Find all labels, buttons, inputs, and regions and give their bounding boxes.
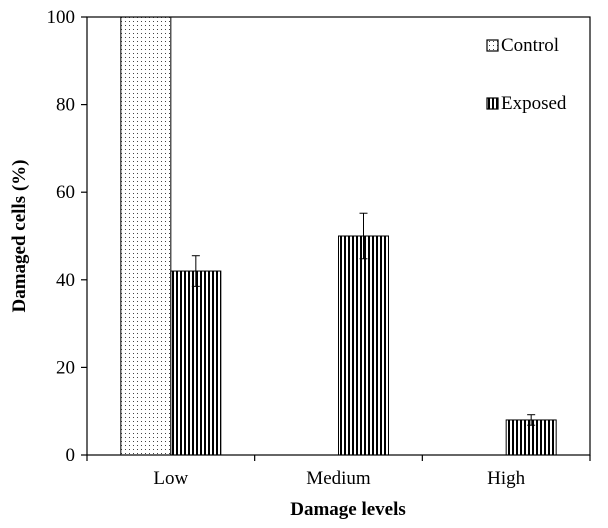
legend: Control Exposed xyxy=(486,35,567,114)
error-bar-exposed-high xyxy=(527,414,536,426)
y-axis-title: Damaged cells (%) xyxy=(9,159,30,312)
y-tick-label: 100 xyxy=(47,7,76,28)
y-tick-label: 80 xyxy=(56,95,75,116)
y-tick-label: 0 xyxy=(66,445,76,466)
legend-label-exposed: Exposed xyxy=(501,93,567,114)
x-axis-title: Damage levels xyxy=(290,499,406,520)
legend-label-control: Control xyxy=(501,35,559,56)
bar-exposed-medium xyxy=(338,235,389,456)
legend-swatch-control xyxy=(486,39,499,52)
legend-swatch-exposed xyxy=(486,97,499,110)
plot-frame xyxy=(86,16,591,456)
legend-item-control: Control xyxy=(486,35,559,56)
x-tick-label-low: Low xyxy=(153,468,188,489)
error-bar-exposed-low xyxy=(191,255,200,287)
plot-area: 0 20 40 60 80 100 Low Medium High xyxy=(47,7,591,489)
y-tick-label: 20 xyxy=(56,357,75,378)
legend-item-exposed: Exposed xyxy=(486,93,567,114)
x-tick-label-high: High xyxy=(487,468,526,489)
bar-control-low xyxy=(120,16,172,456)
error-bar-exposed-medium xyxy=(359,212,368,260)
bar-exposed-low xyxy=(170,270,222,456)
x-tick-label-medium: Medium xyxy=(306,468,371,489)
y-tick-label: 60 xyxy=(56,182,75,203)
y-tick-label: 40 xyxy=(56,270,75,291)
